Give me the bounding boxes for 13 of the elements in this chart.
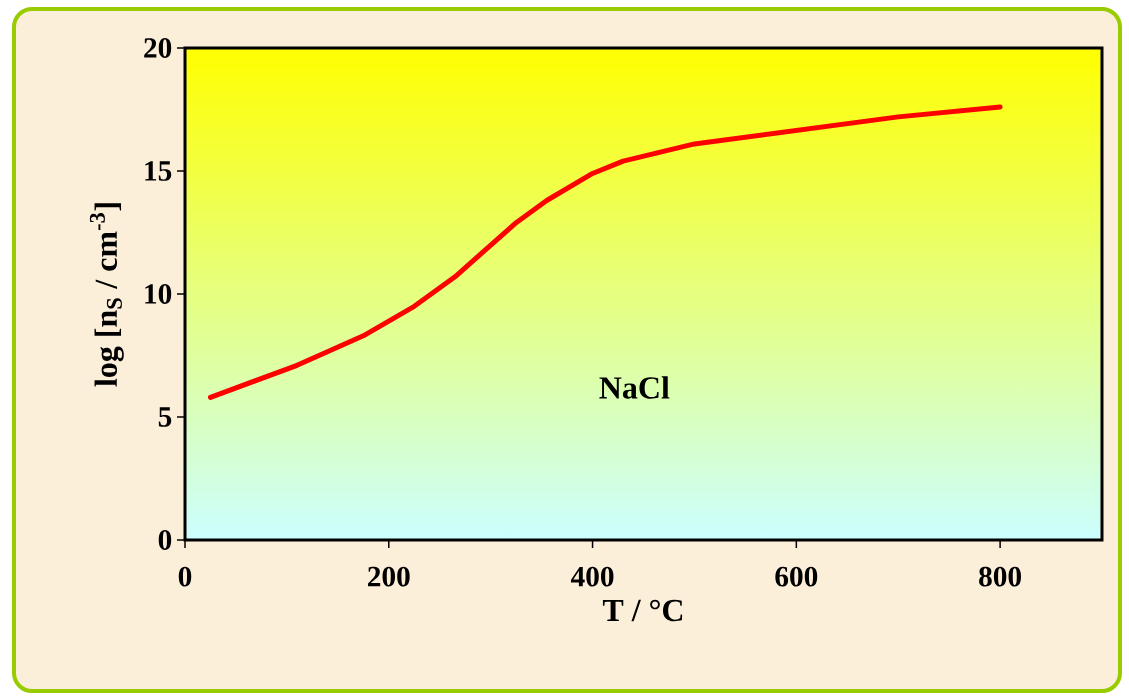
- x-tick-label: 400: [570, 566, 614, 587]
- x-tick-label: 200: [368, 566, 410, 587]
- x-axis-title: T / °C: [602, 599, 683, 622]
- y-tick-label: 5: [158, 407, 172, 427]
- y-tick-label: 20: [144, 38, 172, 58]
- x-tick-label: 800: [979, 566, 1021, 587]
- annotation: NaCl: [599, 376, 670, 399]
- y-tick-label: 0: [158, 530, 172, 550]
- x-tick-label: 600: [775, 566, 818, 587]
- y-axis-title: log [n$_{S}$ / cm$^{-3}$]: [89, 203, 124, 387]
- y-tick-label: 15: [145, 161, 172, 181]
- y-tick-label: 10: [145, 284, 172, 304]
- x-tick-label: 0: [178, 566, 192, 587]
